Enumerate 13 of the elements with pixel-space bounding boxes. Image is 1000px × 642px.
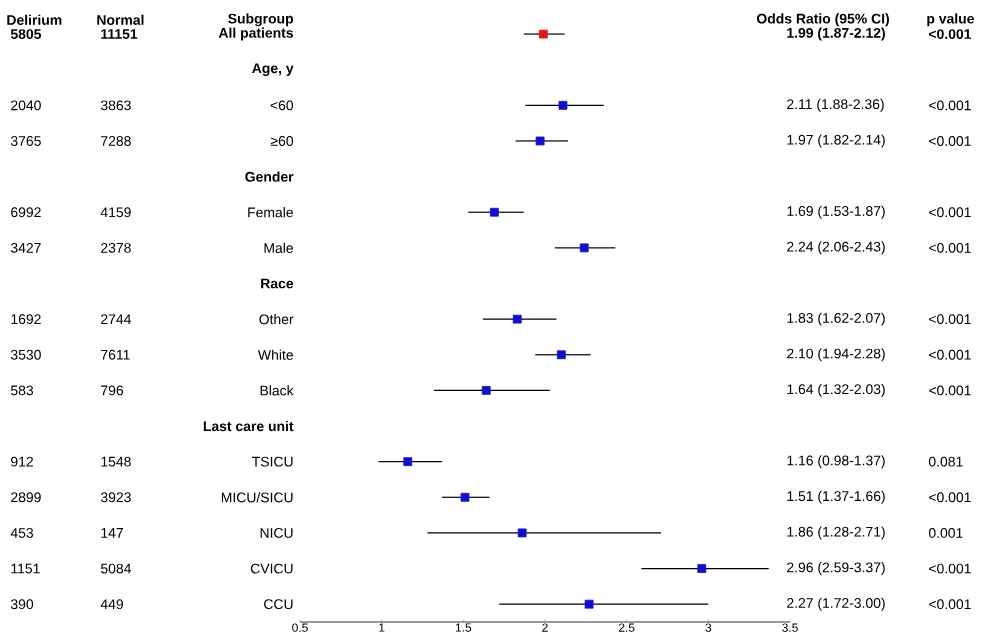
point bbox=[403, 457, 413, 467]
point bbox=[538, 29, 548, 39]
point bbox=[517, 528, 527, 538]
point bbox=[579, 243, 589, 253]
point bbox=[489, 207, 499, 217]
point bbox=[460, 492, 470, 502]
point bbox=[556, 350, 566, 360]
point bbox=[535, 136, 545, 146]
point bbox=[558, 100, 568, 110]
point bbox=[481, 386, 491, 395]
point bbox=[697, 564, 707, 573]
point bbox=[512, 314, 522, 324]
point bbox=[584, 599, 594, 609]
